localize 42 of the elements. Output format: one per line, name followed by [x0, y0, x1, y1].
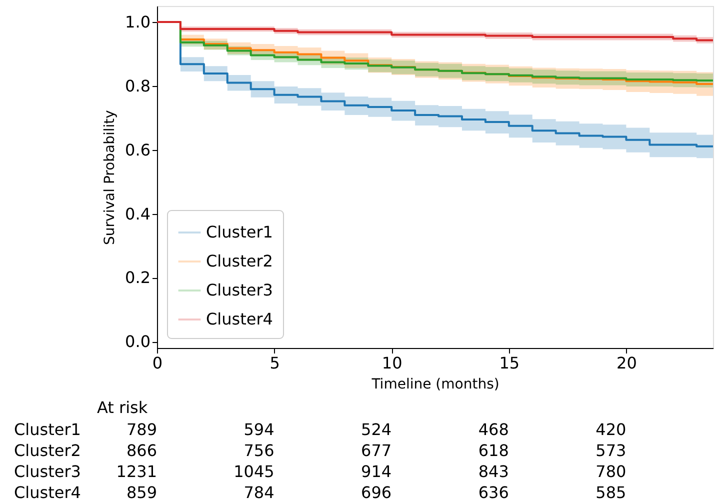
- legend-label: Cluster2: [206, 252, 273, 270]
- y-tick-label: 0.2: [125, 268, 150, 288]
- text: 468: [478, 420, 509, 439]
- x-tick-label: 10: [382, 354, 402, 372]
- y-tick-label: 0.4: [125, 204, 150, 224]
- text: 914: [361, 462, 392, 481]
- text: 780: [596, 462, 626, 481]
- text: 573: [596, 441, 626, 460]
- text: Cluster3: [14, 462, 81, 481]
- legend-label: Cluster1: [206, 222, 273, 242]
- text: 784: [244, 483, 274, 502]
- y-axis-title: Survival Probability: [102, 110, 118, 245]
- x-tick-label: 15: [499, 354, 520, 372]
- text: 696: [361, 483, 392, 502]
- text: 420: [596, 420, 626, 439]
- x-tick-label: 5: [270, 354, 280, 372]
- text: 756: [244, 441, 274, 460]
- text: 594: [244, 420, 274, 439]
- text: 585: [596, 483, 626, 502]
- text: 843: [478, 462, 509, 481]
- legend-label: Cluster4: [206, 310, 273, 328]
- text: 677: [361, 441, 392, 460]
- text: Cluster4: [14, 483, 81, 502]
- y-tick-label: 0.0: [125, 332, 150, 352]
- text: 636: [478, 483, 509, 502]
- text: 1045: [234, 462, 274, 481]
- legend-label: Cluster3: [206, 280, 273, 300]
- text: 859: [126, 483, 157, 502]
- x-axis-title: Timeline (months): [370, 376, 500, 392]
- text: 1231: [116, 462, 157, 481]
- text: 789: [126, 420, 157, 439]
- text: At risk: [97, 398, 148, 417]
- text: 618: [478, 441, 509, 460]
- y-tick-label: 0.8: [125, 76, 150, 96]
- text: Cluster2: [14, 441, 81, 460]
- x-tick-label: 0: [152, 354, 163, 372]
- y-tick-label: 0.6: [125, 140, 150, 160]
- y-tick-label: 1.0: [125, 12, 150, 32]
- text: 866: [126, 441, 157, 460]
- text: 524: [361, 420, 392, 439]
- text: Cluster1: [14, 420, 81, 439]
- x-tick-label: 20: [616, 354, 637, 372]
